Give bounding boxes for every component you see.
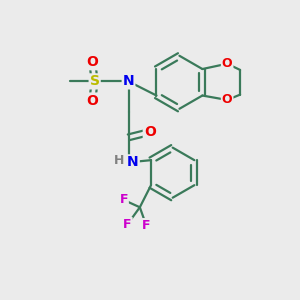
Text: N: N — [127, 155, 139, 170]
Text: O: O — [86, 94, 98, 107]
Text: F: F — [119, 194, 128, 206]
Text: O: O — [222, 93, 232, 106]
Text: O: O — [222, 57, 232, 70]
Text: S: S — [90, 74, 100, 88]
Text: O: O — [86, 55, 98, 69]
Text: H: H — [114, 154, 124, 167]
Text: O: O — [144, 125, 156, 139]
Text: F: F — [142, 219, 151, 232]
Text: F: F — [123, 218, 132, 231]
Text: N: N — [123, 74, 134, 88]
